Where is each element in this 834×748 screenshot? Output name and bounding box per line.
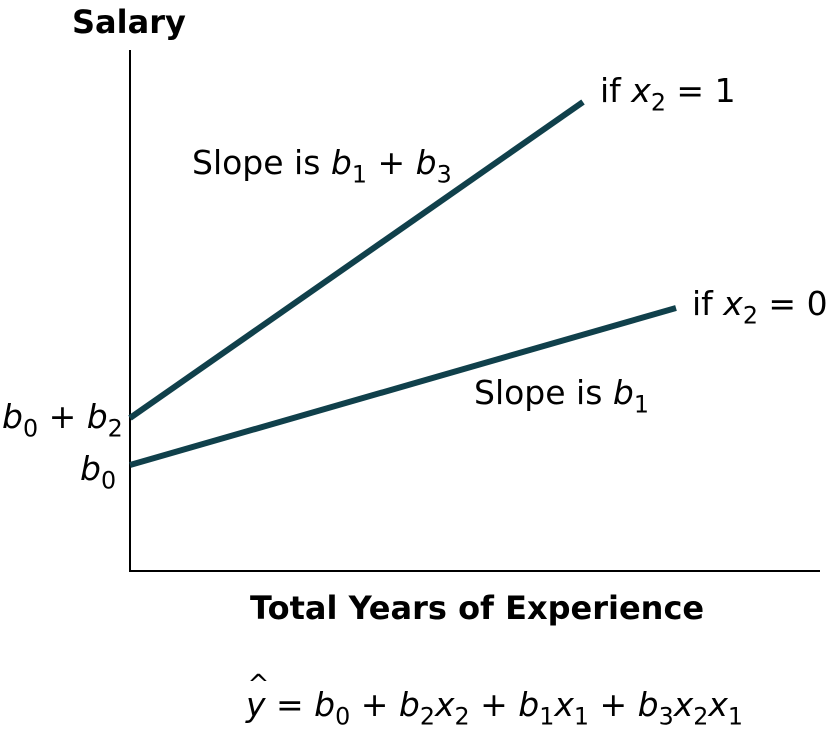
variable: b	[518, 685, 540, 724]
subscript: 1	[573, 702, 589, 731]
variable: b	[612, 373, 634, 412]
label-suffix: = 0	[757, 284, 828, 323]
variable: b	[330, 143, 352, 182]
variable: b	[398, 685, 420, 724]
variable: b	[2, 397, 23, 436]
subscript: 0	[335, 702, 351, 731]
subscript: 1	[727, 702, 744, 731]
operator: +	[589, 685, 638, 724]
y-hat: y ^	[246, 668, 270, 724]
regression-equation: y ^ = b0 + b2x2 + b1x1 + b3x2x1	[246, 668, 743, 728]
intercept-label-lower: b0	[80, 449, 116, 492]
label-prefix: if	[692, 284, 724, 323]
subscript: 1	[351, 160, 367, 189]
slope-prefix: Slope is	[474, 373, 613, 412]
variable: b	[637, 685, 659, 724]
subscript: 0	[22, 414, 39, 443]
label-prefix: if	[600, 71, 632, 110]
subscript: 3	[436, 160, 452, 189]
subscript: 2	[419, 702, 435, 731]
variable: b	[415, 143, 437, 182]
subscript: 2	[693, 702, 709, 731]
variable: b	[314, 685, 336, 724]
variable: x	[631, 71, 651, 110]
subscript: 3	[658, 702, 674, 731]
variable: x	[723, 284, 743, 323]
variable: b	[80, 449, 101, 488]
y-axis-label: Salary	[72, 3, 186, 41]
variable: x	[708, 685, 728, 724]
operator: +	[469, 685, 519, 724]
subscript: 0	[100, 466, 117, 495]
series-label-x2-1: if x2 = 1	[600, 71, 736, 114]
line-x2-equals-0	[129, 305, 677, 468]
subscript: 2	[742, 301, 758, 330]
equals-sign: =	[265, 685, 315, 724]
slope-prefix: Slope is	[192, 143, 331, 182]
line-x2-equals-1	[128, 99, 585, 421]
x-axis-label: Total Years of Experience	[250, 589, 705, 627]
subscript: 2	[454, 702, 470, 731]
hat-symbol: ^	[247, 668, 270, 700]
operator: +	[38, 397, 87, 436]
variable: x	[434, 685, 455, 724]
operator: +	[350, 685, 399, 724]
subscript: 2	[650, 88, 666, 117]
subscript: 2	[107, 414, 123, 443]
variable: x	[554, 685, 574, 724]
slope-annotation-upper: Slope is b1 + b3	[192, 143, 452, 186]
series-label-x2-0: if x2 = 0	[692, 284, 828, 327]
operator: +	[366, 143, 416, 182]
variable: x	[673, 685, 694, 724]
subscript: 1	[539, 702, 555, 731]
variable: b	[86, 397, 108, 436]
intercept-label-upper: b0 + b2	[2, 397, 123, 440]
label-suffix: = 1	[665, 71, 736, 110]
slope-annotation-lower: Slope is b1	[474, 373, 649, 416]
subscript: 1	[633, 390, 649, 419]
